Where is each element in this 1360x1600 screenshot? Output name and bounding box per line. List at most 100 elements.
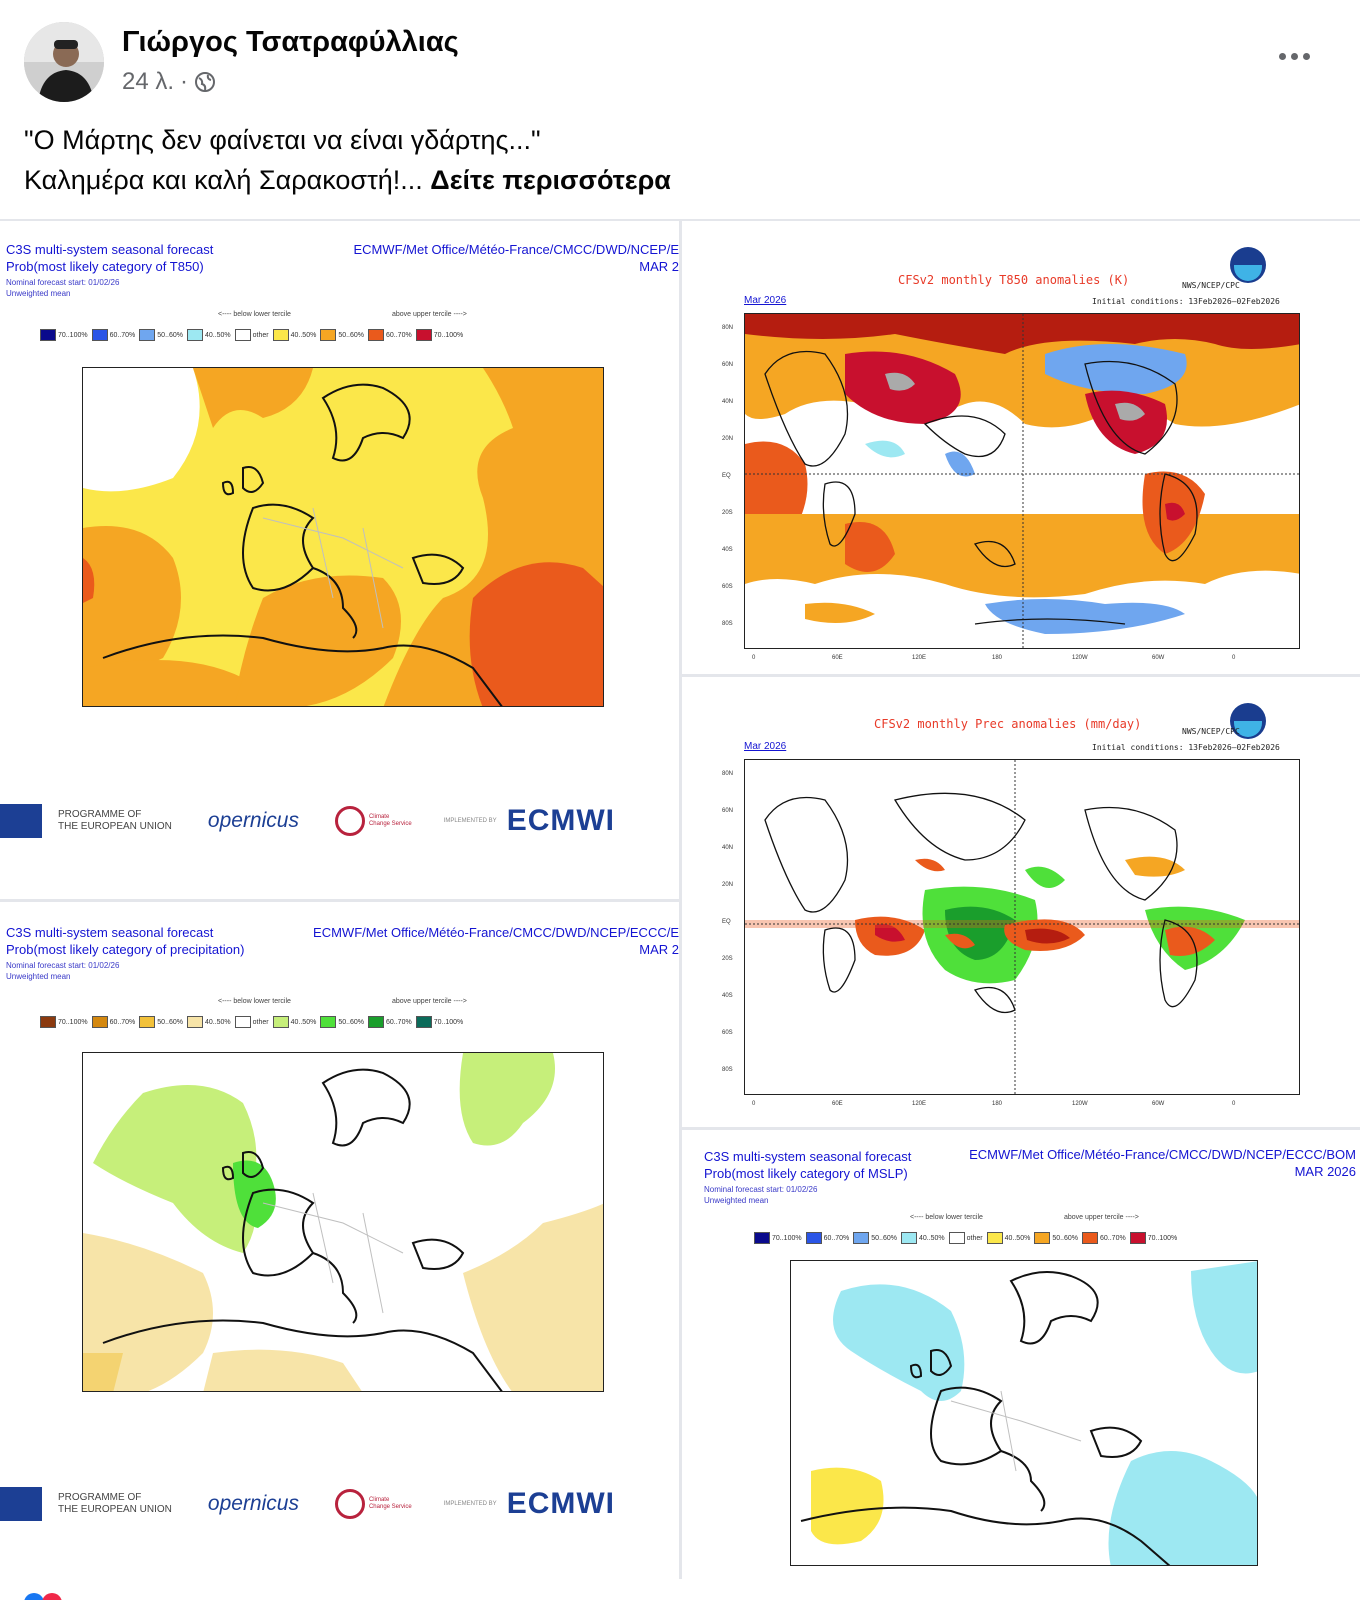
image-grid-divider — [679, 219, 682, 1579]
legend-label: 70..100% — [433, 331, 464, 339]
c3s-prec-image[interactable]: C3S multi-system seasonal forecast Prob(m… — [0, 902, 679, 1580]
c3s-t850-footer: PROGRAMME OF THE EUROPEAN UNION opernicu… — [0, 804, 615, 838]
legend-label: 50..60% — [871, 1234, 897, 1242]
image-grid-divider — [682, 674, 1360, 677]
post-line-1: "Ο Μάρτης δεν φαίνεται να είναι γδάρτης.… — [24, 125, 541, 155]
legend-swatch — [754, 1232, 770, 1244]
post-time[interactable]: 24 λ. — [122, 68, 175, 95]
legend-swatch — [986, 1232, 1003, 1244]
legend-swatch — [234, 1016, 251, 1028]
legend-item: 50..60% — [139, 1016, 183, 1028]
eu-flag-icon — [0, 1487, 42, 1521]
legend-label: 50..60% — [157, 331, 183, 339]
c3s-prec-centres: ECMWF/Met Office/Météo-France/CMCC/DWD/N… — [313, 925, 679, 957]
legend-label: 50..60% — [338, 1018, 364, 1026]
x-tick-label: 60W — [1152, 1101, 1165, 1107]
legend-item: 70..100% — [1129, 1232, 1177, 1244]
cfs-prec-agency: NWS/NCEP/CPC — [1182, 727, 1240, 736]
c3s-t850-centres: ECMWF/Met Office/Météo-France/CMCC/DWD/N… — [353, 242, 679, 274]
legend-swatch — [234, 329, 251, 341]
noaa-logo-icon — [1230, 703, 1266, 739]
c3s-t850-map — [82, 367, 604, 707]
cfs-prec-month: Mar 2026 — [744, 741, 787, 752]
legend-swatch — [320, 1016, 337, 1028]
ecmwf-logo: ECMWI — [506, 804, 616, 837]
legend-item: 60..70% — [805, 1232, 849, 1244]
legend-label: 60..70% — [1100, 1234, 1126, 1242]
legend-label: 40..50% — [290, 331, 317, 339]
x-tick-label: 0 — [1232, 1101, 1236, 1107]
author-name[interactable]: Γιώργος Τσατραφύλλιας — [122, 26, 459, 58]
legend-item: other — [234, 329, 269, 341]
c3s-prec-map — [82, 1052, 604, 1392]
eu-flag-icon — [0, 804, 42, 838]
cfs-t850-agency: NWS/NCEP/CPC — [1182, 281, 1240, 290]
legend-item: 50..60% — [139, 329, 183, 341]
y-tick-label: 20N — [722, 882, 734, 888]
c3s-mslp-title: C3S multi-system seasonal forecast Prob(m… — [704, 1149, 912, 1181]
legend-swatch — [186, 329, 203, 341]
legend-swatch — [368, 329, 384, 341]
ecmwf-logo: ECMWI — [506, 1487, 616, 1520]
y-tick-label: 40N — [722, 845, 734, 851]
legend-swatch — [1082, 1232, 1098, 1244]
x-tick-label: 0 — [752, 655, 756, 661]
legend-label: 40..50% — [918, 1234, 945, 1242]
x-tick-label: 60E — [832, 1101, 843, 1107]
cfs-t850-map — [744, 313, 1300, 649]
legend-item: 40..50% — [900, 1232, 945, 1244]
x-tick-label: 120W — [1072, 655, 1088, 661]
x-tick-label: 0 — [752, 1101, 756, 1107]
legend-label: 40..50% — [290, 1018, 317, 1026]
c3s-mslp-subtitle: Nominal forecast start: 01/02/26 Unweight… — [704, 1185, 818, 1205]
legend-swatch — [272, 1016, 289, 1028]
y-tick-label: 80S — [722, 621, 733, 627]
legend-item: 40..50% — [272, 329, 317, 341]
legend-item: 40..50% — [186, 329, 231, 341]
reactions-icon[interactable] — [24, 1588, 84, 1600]
c3s-prec-legend: 70..100% 60..70% 50..60% 40..50% other 40..50… — [40, 1016, 463, 1028]
legend-item: 60..70% — [368, 1016, 412, 1028]
avatar[interactable] — [24, 22, 104, 102]
legend-below-caption: <---- below lower tercile — [910, 1214, 983, 1221]
c3s-prec-footer: PROGRAMME OF THE EUROPEAN UNION opernicu… — [0, 1487, 615, 1521]
legend-label: 70..100% — [433, 1018, 464, 1026]
cfs-t850-image[interactable]: CFSv2 monthly T850 anomalies (K) NWS/NCE… — [682, 221, 1360, 674]
legend-item: 50..60% — [320, 329, 364, 341]
legend-label: 50..60% — [338, 331, 364, 339]
x-tick-label: 60W — [1152, 655, 1165, 661]
c3s-t850-image[interactable]: C3S multi-system seasonal forecast Prob(m… — [0, 221, 679, 899]
legend-label: 60..70% — [109, 331, 136, 339]
c3s-mslp-image[interactable]: C3S multi-system seasonal forecast Prob(m… — [682, 1130, 1360, 1580]
c3s-t850-title: C3S multi-system seasonal forecast Prob(m… — [6, 242, 214, 274]
legend-label: other — [252, 331, 269, 339]
c3s-t850-subtitle: Nominal forecast start: 01/02/26 Unweight… — [6, 278, 120, 298]
legend-item: other — [948, 1232, 983, 1244]
x-tick-label: 120E — [912, 1101, 927, 1107]
see-more-link[interactable]: Δείτε περισσότερα — [430, 165, 671, 195]
x-tick-label: 0 — [1232, 655, 1236, 661]
y-tick-label: 60N — [722, 362, 734, 368]
legend-label: 40..50% — [204, 1018, 231, 1026]
legend-item: 70..100% — [415, 1016, 464, 1028]
y-tick-label: 20S — [722, 956, 733, 962]
c3s-logo-icon — [334, 1489, 365, 1519]
c3s-text: Climate Change Service — [368, 814, 412, 827]
legend-swatch — [948, 1232, 965, 1244]
implemented-by-text: IMPLEMENTED BY — [443, 818, 497, 824]
x-tick-label: 120E — [912, 655, 927, 661]
cfs-t850-month: Mar 2026 — [744, 295, 787, 306]
c3s-t850-legend: 70..100% 60..70% 50..60% 40..50% other 40..50… — [40, 329, 463, 341]
legend-label: 50..60% — [157, 1018, 183, 1026]
legend-label: 40..50% — [204, 331, 231, 339]
c3s-mslp-map — [790, 1260, 1258, 1566]
x-tick-label: 180 — [992, 1101, 1003, 1107]
cfs-prec-image[interactable]: CFSv2 monthly Prec anomalies (mm/day) NW… — [682, 677, 1360, 1127]
cfs-prec-title: CFSv2 monthly Prec anomalies (mm/day) — [874, 717, 1142, 731]
legend-item: 50..60% — [853, 1232, 897, 1244]
y-tick-label: 60S — [722, 584, 733, 590]
legend-item: 70..100% — [40, 329, 88, 341]
y-tick-label: EQ — [722, 473, 731, 479]
more-options-icon[interactable] — [1274, 44, 1314, 68]
y-tick-label: 80S — [722, 1067, 733, 1073]
